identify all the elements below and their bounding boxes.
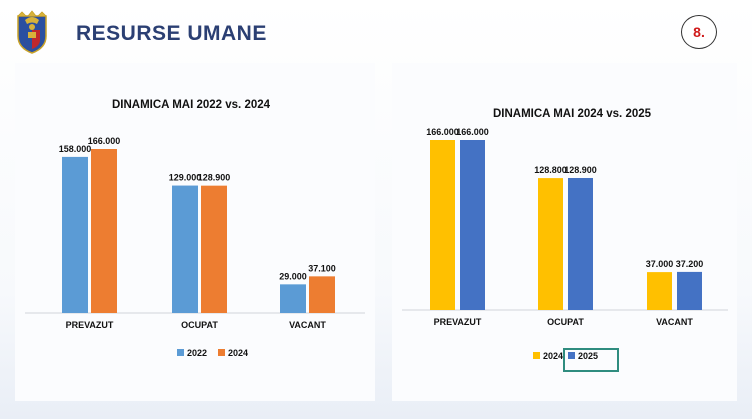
bar-ocupat-2025 (568, 177, 593, 310)
chart-2022-vs-2024: DINAMICA MAI 2022 vs. 2024 158.000166.000… (25, 99, 365, 358)
data-label: 128.800 (534, 165, 567, 175)
legend-swatch (218, 349, 225, 356)
chart-title: DINAMICA MAI 2024 vs. 2025 (493, 108, 652, 120)
chart-title: DINAMICA MAI 2022 vs. 2024 (112, 99, 271, 111)
data-label: 128.900 (198, 173, 231, 183)
category-label: VACANT (656, 317, 693, 327)
chart-panel-2024-vs-2025: DINAMICA MAI 2024 vs. 2025 166.000 166.000… (392, 63, 737, 401)
data-label: 158.000 (59, 144, 92, 154)
category-label: OCUPAT (181, 320, 218, 330)
bar-prevazut-2025 (460, 140, 485, 310)
bar-prevazut-2024 (430, 140, 455, 310)
legend-label: 2024 (228, 348, 248, 358)
legend-label: 2024 (543, 351, 563, 361)
bar-vacant-2024 (647, 272, 672, 310)
data-label: 37.200 (676, 259, 704, 269)
chart-panel-2022-vs-2024: DINAMICA MAI 2022 vs. 2024 158.000 166.000… (15, 63, 375, 401)
data-label: 128.900 (564, 165, 597, 175)
legend-label: 2022 (187, 348, 207, 358)
bar-vacant-2022 (280, 284, 306, 313)
chart-2024-vs-2025: DINAMICA MAI 2024 vs. 2025 166.000166.000… (402, 108, 728, 372)
bar-prevazut-2022 (62, 156, 88, 313)
bar-vacant-2024 (309, 276, 335, 313)
coat-of-arms-icon (17, 10, 47, 54)
legend-label: 2025 (578, 351, 598, 361)
bar-prevazut-2024 (91, 149, 117, 313)
legend-swatch (568, 352, 575, 359)
legend-highlight-box (563, 348, 619, 372)
category-label: VACANT (289, 320, 326, 330)
bar-ocupat-2024 (538, 178, 563, 310)
data-label: 29.000 (279, 271, 307, 281)
category-label: OCUPAT (547, 317, 584, 327)
category-label: PREVAZUT (66, 320, 114, 330)
page-number-badge: 8. (681, 15, 717, 49)
legend-swatch (533, 352, 540, 359)
data-label: 37.000 (646, 259, 674, 269)
data-label: 166.000 (456, 127, 489, 137)
category-label: PREVAZUT (434, 317, 482, 327)
data-label: 166.000 (88, 136, 121, 146)
data-label: 129.000 (169, 173, 202, 183)
legend-swatch (177, 349, 184, 356)
bar-ocupat-2024 (201, 185, 227, 313)
bar-ocupat-2022 (172, 185, 198, 313)
page-title: RESURSE UMANE (76, 22, 267, 45)
data-label: 166.000 (426, 127, 459, 137)
data-label: 37.100 (308, 263, 336, 273)
bar-vacant-2025 (677, 271, 702, 310)
